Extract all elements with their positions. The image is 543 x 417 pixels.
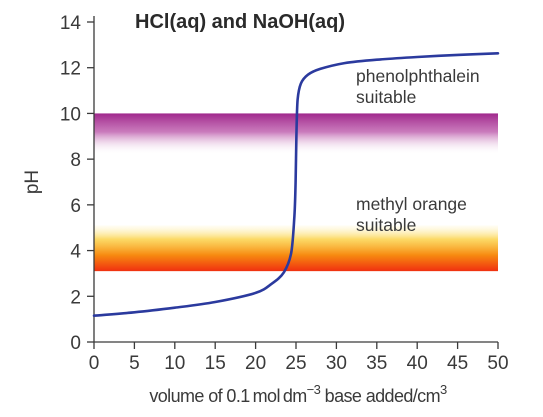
titration-curve	[92, 52, 500, 317]
x-tick-label: 30	[326, 353, 347, 374]
y-tick-label: 4	[70, 242, 81, 263]
y-tick-label: 10	[60, 104, 81, 125]
y-tick-label: 2	[70, 287, 81, 308]
x-tick-label: 35	[366, 353, 387, 374]
y-axis-label: pH	[22, 170, 43, 194]
x-tick-label: 50	[487, 353, 508, 374]
y-tick-label: 6	[70, 196, 81, 217]
x-tick-label: 0	[89, 353, 100, 374]
chart-title: HCl(aq) and NaOH(aq)	[135, 11, 345, 33]
y-tick-label: 12	[60, 59, 81, 80]
x-tick-label: 20	[245, 353, 266, 374]
x-tick-label: 40	[407, 353, 428, 374]
axes: 0 2 4 6 8 10 12 14 0 5 10 15 20 25 30 35 40 45 50	[60, 13, 509, 374]
x-tick-label: 25	[285, 353, 306, 374]
chart-labels: HCl(aq) and NaOH(aq) pH volume of 0.1 mo…	[22, 11, 448, 406]
methyl-orange-annotation: methyl orange suitable	[356, 194, 467, 235]
x-tick-label: 5	[129, 353, 140, 374]
x-axis-label: volume of 0.1 mol dm−3 base added/cm3	[149, 382, 447, 406]
phenolphthalein-annotation: phenolphthalein suitable	[356, 66, 480, 107]
x-tick-label: 45	[447, 353, 468, 374]
x-tick-label: 15	[205, 353, 226, 374]
y-tick-label: 8	[70, 150, 81, 171]
y-tick-label: 14	[60, 13, 82, 34]
y-tick-label: 0	[70, 333, 81, 354]
methyl-orange-band	[94, 225, 498, 272]
x-tick-label: 10	[164, 353, 185, 374]
ph-curve-line	[92, 52, 500, 317]
